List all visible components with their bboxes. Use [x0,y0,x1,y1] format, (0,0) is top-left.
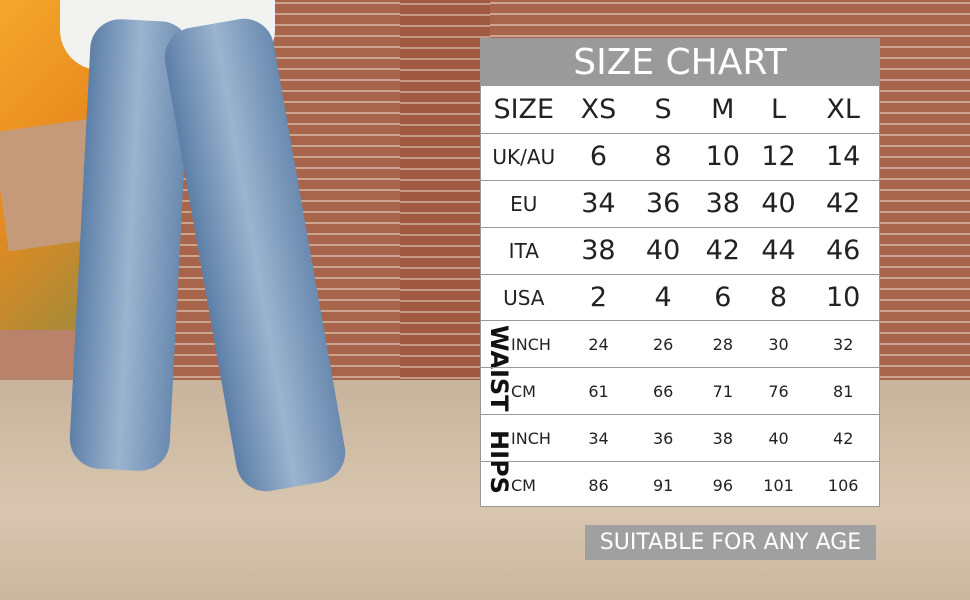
waist-label: WAIST [485,325,513,413]
chart-title: SIZE CHART [481,39,879,86]
cell: 36 [653,428,674,448]
cell: 10 [826,282,861,313]
size-row: EU 34 36 38 40 42 [481,179,879,227]
cell: 42 [705,235,740,267]
cell: 61 [588,381,609,401]
row-label: CM [511,381,536,401]
cell: 101 [763,475,794,495]
size-row: UK/AU 6 8 10 12 14 [481,132,879,180]
cell: 36 [645,188,681,220]
cell: 71 [712,381,734,401]
row-label: USA [503,285,545,310]
measure-row: INCH 34 36 38 40 42 HIPS [481,414,879,494]
hips-label: HIPS [485,430,513,495]
cell: 91 [653,475,674,495]
cell: 32 [833,334,854,354]
cell: 6 [589,141,607,173]
cell: 96 [712,475,734,495]
cell: 40 [645,235,681,267]
row-label: INCH [511,334,551,354]
row-label: SIZE [493,93,555,125]
cell: XS [580,93,617,125]
cell: 76 [768,381,789,401]
cell: 8 [654,141,672,173]
size-chart-table: SIZE CHART SIZE XS S M L XL UK/AU 6 8 10 12 14 EU 34 3… [480,38,880,507]
cell: M [711,93,735,125]
cell: 46 [826,235,861,267]
cell: 6 [714,282,732,313]
cell: 4 [654,282,672,313]
cell: L [770,93,787,125]
row-label: UK/AU [492,144,556,169]
cell: 38 [712,428,734,448]
row-label: ITA [508,238,539,263]
header-row: SIZE XS S M L XL [481,86,879,133]
cell: 10 [705,141,740,173]
row-label: EU [510,191,538,216]
cell: 40 [768,428,789,448]
measure-row: CM 61 66 71 76 81 [481,367,879,414]
cell: 28 [712,334,734,354]
cell: 12 [761,141,796,173]
size-row: ITA 38 40 42 44 46 [481,226,879,274]
cell: 34 [581,188,616,220]
measure-row: INCH 24 26 28 30 32 WAIST [481,320,879,412]
row-label: CM [511,475,536,495]
measure-row: CM 86 91 96 101 106 [481,461,879,508]
cell: 30 [768,334,789,354]
cell: 14 [826,141,861,173]
cell: 42 [826,188,861,220]
row-label: INCH [511,428,551,448]
cell: XL [826,93,860,125]
cell: 81 [833,381,854,401]
cell: 40 [761,188,796,220]
size-row: USA 2 4 6 8 10 [481,273,879,321]
cell: 34 [588,428,609,448]
suitable-for-any-age-badge: SUITABLE FOR ANY AGE [585,525,876,560]
cell: 42 [833,428,854,448]
cell: 38 [581,235,616,267]
cell: 8 [769,282,788,313]
cell: 106 [827,475,859,495]
cell: 38 [705,188,740,220]
cell: 86 [588,475,609,495]
cell: 2 [589,282,607,313]
cell: 24 [588,334,609,354]
cell: S [654,93,672,125]
cell: 26 [653,334,674,354]
cell: 66 [653,381,674,401]
cell: 44 [761,235,796,267]
